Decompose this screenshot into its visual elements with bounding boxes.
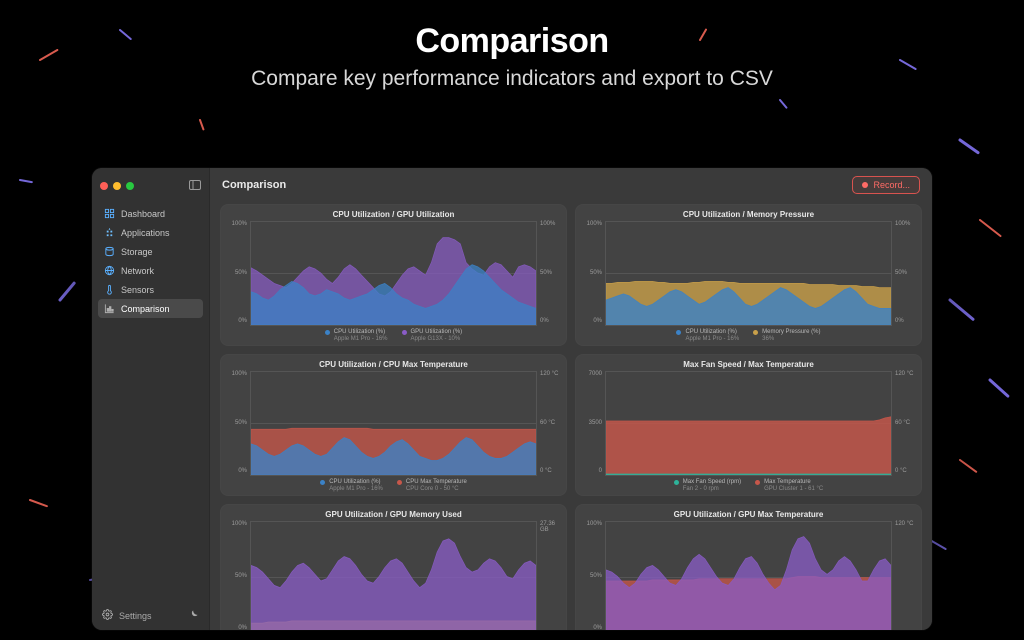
sidebar-item-label: Sensors — [121, 285, 154, 295]
plot — [250, 371, 537, 476]
hero: Comparison Compare key performance indic… — [0, 0, 1024, 91]
sidebar-toggle-icon[interactable] — [189, 180, 201, 192]
maximize-button[interactable] — [126, 182, 134, 190]
sidebar-item-label: Network — [121, 266, 154, 276]
disk-icon — [104, 246, 115, 257]
chart-legend: CPU Utilization (%)Apple M1 Pro - 16% GPU… — [228, 329, 559, 342]
y-axis-right: 120 °C60 °C0 °C — [537, 371, 559, 476]
y-axis-right: 120 °C — [892, 521, 914, 630]
sidebar-item-label: Storage — [121, 247, 153, 257]
chart-title: GPU Utilization / GPU Memory Used — [228, 510, 559, 519]
chart-card: CPU Utilization / CPU Max Temperature 10… — [220, 354, 567, 496]
gear-icon[interactable] — [102, 609, 113, 622]
main-content: Comparison Record... CPU Utilization / G… — [210, 168, 932, 630]
globe-icon — [104, 265, 115, 276]
chart-title: CPU Utilization / Memory Pressure — [583, 210, 914, 219]
plot — [605, 371, 892, 476]
y-axis-left: 700035000 — [583, 371, 605, 476]
hero-subtitle: Compare key performance indicators and e… — [0, 67, 1024, 91]
sidebar-item-label: Dashboard — [121, 209, 165, 219]
chart-title: CPU Utilization / GPU Utilization — [228, 210, 559, 219]
chart-card: GPU Utilization / GPU Max Temperature 10… — [575, 504, 922, 630]
plot — [605, 221, 892, 326]
chart-legend: Max Fan Speed (rpm)Fan 2 - 0 rpm Max Temp… — [583, 479, 914, 492]
chart-card: CPU Utilization / GPU Utilization 100%50… — [220, 204, 567, 346]
sidebar-item-label: Comparison — [121, 304, 170, 314]
chart-card: GPU Utilization / GPU Memory Used 100%50… — [220, 504, 567, 630]
legend-item: Max Fan Speed (rpm)Fan 2 - 0 rpm — [674, 479, 741, 492]
sidebar-nav: Dashboard Applications Storage Network Senso… — [92, 202, 209, 601]
plot — [250, 221, 537, 326]
sidebar: Dashboard Applications Storage Network Senso… — [92, 168, 210, 630]
sidebar-item-comparison[interactable]: Comparison — [98, 299, 203, 318]
app-window: Dashboard Applications Storage Network Senso… — [92, 168, 932, 630]
plot — [250, 521, 537, 630]
record-label: Record... — [873, 180, 910, 190]
legend-item: CPU Max TemperatureCPU Core 0 - 50 °C — [397, 479, 467, 492]
toolbar: Comparison Record... — [210, 168, 932, 200]
legend-item: CPU Utilization (%)Apple M1 Pro - 16% — [676, 329, 739, 342]
y-axis-right: 100%50%0% — [537, 221, 559, 326]
chart-legend: CPU Utilization (%)Apple M1 Pro - 16% CPU… — [228, 479, 559, 492]
y-axis-left: 100%50%0% — [583, 521, 605, 630]
legend-item: CPU Utilization (%)Apple M1 Pro - 16% — [320, 479, 383, 492]
settings-label[interactable]: Settings — [119, 611, 152, 621]
y-axis-left: 100%50%0% — [228, 221, 250, 326]
chart-card: Max Fan Speed / Max Temperature 70003500… — [575, 354, 922, 496]
sidebar-item-dashboard[interactable]: Dashboard — [98, 204, 203, 223]
chart-area: 100%50%0% 100%50%0% — [583, 221, 914, 326]
page-title: Comparison — [222, 179, 286, 191]
y-axis-right: 27.36 GB — [537, 521, 559, 630]
moon-icon[interactable] — [188, 609, 199, 622]
chart-area: 100%50%0% 120 °C — [583, 521, 914, 630]
y-axis-left: 100%50%0% — [583, 221, 605, 326]
legend-item: CPU Utilization (%)Apple M1 Pro - 16% — [325, 329, 388, 342]
chart-title: GPU Utilization / GPU Max Temperature — [583, 510, 914, 519]
sidebar-item-sensors[interactable]: Sensors — [98, 280, 203, 299]
legend-item: GPU Utilization (%)Apple G13X - 10% — [402, 329, 463, 342]
sidebar-footer: Settings — [92, 601, 209, 630]
plot — [605, 521, 892, 630]
y-axis-left: 100%50%0% — [228, 371, 250, 476]
chart-area: 100%50%0% 27.36 GB — [228, 521, 559, 630]
grid-icon — [104, 208, 115, 219]
chart-area: 700035000 120 °C60 °C0 °C — [583, 371, 914, 476]
y-axis-right: 100%50%0% — [892, 221, 914, 326]
legend-item: Memory Pressure (%)36% — [753, 329, 820, 342]
y-axis-right: 120 °C60 °C0 °C — [892, 371, 914, 476]
minimize-button[interactable] — [113, 182, 121, 190]
apps-icon — [104, 227, 115, 238]
chart-card: CPU Utilization / Memory Pressure 100%50… — [575, 204, 922, 346]
chart-legend: CPU Utilization (%)Apple M1 Pro - 16% Mem… — [583, 329, 914, 342]
sidebar-item-network[interactable]: Network — [98, 261, 203, 280]
legend-item: Max TemperatureGPU Cluster 1 - 61 °C — [755, 479, 823, 492]
chart-grid: CPU Utilization / GPU Utilization 100%50… — [210, 200, 932, 630]
hero-title: Comparison — [0, 22, 1024, 61]
chart-title: Max Fan Speed / Max Temperature — [583, 360, 914, 369]
close-button[interactable] — [100, 182, 108, 190]
sidebar-item-label: Applications — [121, 228, 170, 238]
chart-title: CPU Utilization / CPU Max Temperature — [228, 360, 559, 369]
sidebar-item-applications[interactable]: Applications — [98, 223, 203, 242]
y-axis-left: 100%50%0% — [228, 521, 250, 630]
record-button[interactable]: Record... — [852, 176, 920, 194]
chart-area: 100%50%0% 120 °C60 °C0 °C — [228, 371, 559, 476]
window-controls — [92, 174, 209, 202]
record-icon — [862, 182, 868, 188]
sidebar-item-storage[interactable]: Storage — [98, 242, 203, 261]
thermo-icon — [104, 284, 115, 295]
chart-area: 100%50%0% 100%50%0% — [228, 221, 559, 326]
chart-icon — [104, 303, 115, 314]
